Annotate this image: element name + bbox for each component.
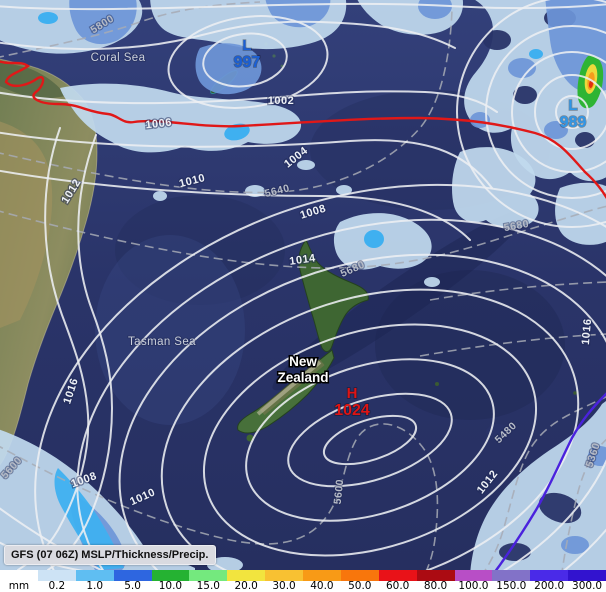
legend-color-band [113, 570, 152, 581]
legend-threshold-label: 60.0 [385, 580, 410, 592]
legend-color-band [530, 570, 569, 581]
legend-threshold-label: 50.0 [348, 580, 372, 592]
legend-threshold-label: 300.0 [572, 580, 603, 592]
legend-color-band [416, 570, 455, 581]
pressure-center-value: 989 [560, 114, 587, 131]
legend-color-band [303, 570, 341, 581]
legend-color-band [75, 570, 114, 581]
legend-cell: 300.0 [568, 570, 606, 592]
legend-threshold-label: 1.0 [86, 580, 104, 592]
legend-threshold-label: 5.0 [124, 580, 141, 592]
legend-threshold-label: 200.0 [534, 580, 565, 592]
legend-color-band [189, 570, 228, 581]
place-label: New [289, 354, 317, 369]
pressure-center-letter: L [242, 37, 251, 54]
thickness-label: 5600 [332, 478, 347, 504]
legend-cell: 0.2 [37, 570, 76, 592]
legend-threshold-label: 80.0 [423, 580, 448, 592]
legend-threshold-label: 15.0 [196, 580, 220, 592]
legend-color-band [340, 570, 379, 581]
legend-threshold-label: 10.0 [158, 580, 183, 592]
thickness-label: 5680 [503, 218, 530, 234]
legend-color-band [568, 570, 606, 581]
isobar-label: 1006 [145, 117, 173, 132]
thickness-contours [0, 1, 606, 570]
legend-cell: 10.0 [151, 570, 190, 592]
legend-cell: 15.0 [189, 570, 228, 592]
legend-color-band [492, 570, 531, 581]
legend-cell: 1.0 [75, 570, 114, 592]
legend-cell: 5.0 [113, 570, 152, 592]
legend-threshold-label: 30.0 [272, 580, 296, 592]
model-title-chip: GFS (07 06Z) MSLP/Thickness/Precip. [4, 545, 217, 565]
precip-legend: mm 0.2 1.0 5.0 10.0 15.0 20.0 30.0 40.0 50.0 60.0 8… [0, 570, 606, 592]
pressure-center-value: 1024 [334, 402, 370, 419]
legend-cell: 200.0 [530, 570, 569, 592]
legend-cell: mm [0, 570, 38, 592]
isobar-label: 1014 [289, 252, 317, 268]
legend-color-band [0, 570, 38, 581]
legend-cell: 80.0 [416, 570, 455, 592]
legend-color-band [454, 570, 493, 581]
pressure-center-value: 997 [234, 54, 261, 71]
legend-cell: 100.0 [454, 570, 493, 592]
sea-label: Tasman Sea [128, 336, 196, 348]
legend-cell: 150.0 [492, 570, 531, 592]
legend-threshold-label: 150.0 [496, 580, 527, 592]
pressure-center-letter: H [347, 385, 358, 402]
blue-thickness-line [494, 392, 606, 570]
legend-threshold-label: mm [8, 580, 30, 592]
pressure-center-letter: L [568, 97, 577, 114]
legend-color-band [37, 570, 76, 581]
isobar-label: 1016 [580, 318, 594, 345]
legend-threshold-label: 100.0 [458, 580, 489, 592]
legend-threshold-label: 40.0 [310, 580, 334, 592]
isobar-label: 1002 [268, 95, 294, 107]
legend-color-band [227, 570, 266, 581]
legend-cell: 50.0 [340, 570, 379, 592]
legend-color-band [265, 570, 303, 581]
legend-cell: 40.0 [303, 570, 341, 592]
red-thickness-line [0, 60, 606, 200]
legend-cell: 30.0 [265, 570, 303, 592]
legend-cell: 60.0 [378, 570, 417, 592]
legend-threshold-label: 0.2 [48, 580, 66, 592]
isobars [0, 0, 606, 570]
legend-cell: 20.0 [227, 570, 266, 592]
sea-labels-layer: Coral Sea Tasman Sea [90, 51, 197, 349]
legend-threshold-label: 20.0 [234, 580, 258, 592]
place-label: Zealand [277, 370, 328, 385]
legend-color-band [378, 570, 417, 581]
legend-color-band [151, 570, 190, 581]
sea-label: Coral Sea [91, 52, 146, 64]
